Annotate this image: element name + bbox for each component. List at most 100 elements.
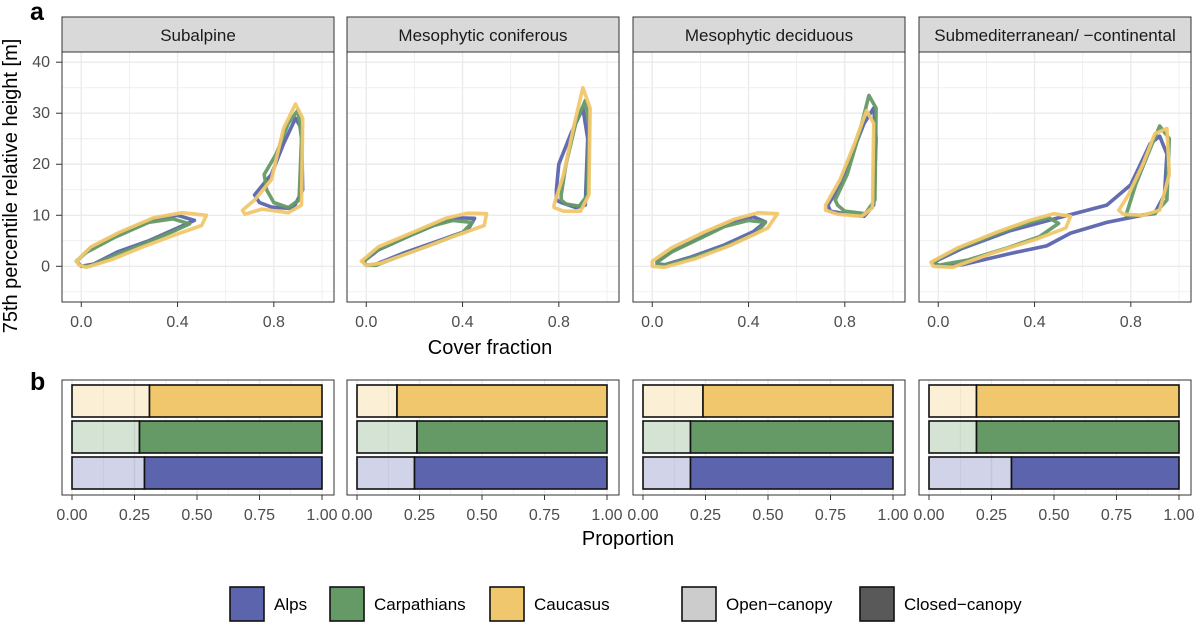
x-tick-label: 0.75 [815, 507, 846, 524]
x-tick-label: 0.50 [466, 507, 497, 524]
panel-a: 75th percentile relative height [m] 0 10 20… [0, 16, 1192, 359]
bar-open-alps [928, 456, 1013, 490]
x-tick-label: 0.4 [737, 314, 759, 331]
bar-open-caucasus [71, 384, 151, 418]
contour-caucasus-2 [552, 85, 592, 213]
x-tick-label: 0.25 [119, 507, 150, 524]
x-tick-label: 0.8 [834, 314, 856, 331]
facet-strip [632, 16, 906, 53]
x-tick-label: 0.0 [70, 314, 92, 331]
facet-title: Submediterranean/ −continental [934, 26, 1175, 45]
x-tick-label: 0.75 [244, 507, 275, 524]
plot-border [918, 51, 1192, 303]
facet-strip [61, 16, 335, 53]
bar-closed-alps [1010, 456, 1180, 490]
contour-caucasus-1 [650, 210, 780, 270]
x-tick-label: 0.00 [341, 507, 372, 524]
facet-b-mesophytic-coniferous: 0.00 0.25 0.50 0.75 1.00 [341, 379, 623, 524]
facet-title: Mesophytic deciduous [685, 26, 853, 45]
bar-open-alps [642, 456, 692, 490]
bar-open-caucasus [642, 384, 704, 418]
contour-carpathians-1 [655, 218, 768, 268]
y-axis-title: 75th percentile relative height [m] [0, 39, 22, 334]
x-tick-label: 0.50 [1038, 507, 1069, 524]
bar-closed-caucasus [148, 384, 323, 418]
plot-border [632, 379, 906, 496]
facet-title: Subalpine [160, 26, 236, 45]
legend-label-alps: Alps [274, 595, 307, 614]
x-tick-label: 0.00 [56, 507, 87, 524]
legend-label-canopy-1: Open−canopy [726, 595, 833, 614]
x-tick-label: 0.00 [627, 507, 658, 524]
legend-key-carpathians [329, 586, 365, 622]
plot-background [347, 52, 619, 302]
plot-border [632, 51, 906, 303]
bar-open-carpathians [71, 420, 141, 454]
facet-a-submediterranean-continental: Submediterranean/ −continental 0.0 0.4 0.8 [918, 16, 1192, 331]
x-tick-label: 0.0 [641, 314, 663, 331]
legend-key-canopy-1 [681, 586, 717, 622]
plot-border [61, 379, 335, 496]
bar-closed-caucasus [975, 384, 1180, 418]
facet-a-mesophytic-coniferous: Mesophytic coniferous 0.0 0.4 0.8 [346, 16, 620, 331]
bar-open-caucasus [928, 384, 978, 418]
bar-closed-caucasus [396, 384, 608, 418]
panel-label-a: a [30, 0, 45, 26]
y-tick-label: 30 [32, 105, 50, 122]
legend: Alps Carpathians Caucasus Open−canopy Closed… [229, 586, 1022, 622]
x-tick-label: 0.75 [1101, 507, 1132, 524]
contour-caucasus-2 [1117, 126, 1172, 218]
contour-carpathians-2 [833, 93, 878, 216]
legend-label-canopy-2: Closed−canopy [904, 595, 1022, 614]
bar-closed-carpathians [138, 420, 323, 454]
x-tick-label: 0.8 [1120, 314, 1142, 331]
y-tick-label: 0 [41, 258, 50, 275]
x-tick-label: 0.8 [263, 314, 285, 331]
x-tick-label: 0.25 [404, 507, 435, 524]
bar-closed-alps [413, 456, 608, 490]
x-tick-label: 0.4 [451, 314, 473, 331]
x-tick-label: 0.25 [690, 507, 721, 524]
facet-b-mesophytic-deciduous: 0.00 0.25 0.50 0.75 1.00 [627, 379, 909, 524]
facet-b-subalpine: 0.00 0.25 0.50 0.75 1.00 [56, 379, 338, 524]
contour-caucasus-1 [929, 211, 1073, 270]
panel-label-b: b [30, 368, 45, 396]
x-tick-label: 1.00 [306, 507, 337, 524]
contour-caucasus-2 [240, 102, 305, 216]
plot-border [346, 51, 620, 303]
x-tick-label: 1.00 [1163, 507, 1194, 524]
x-tick-label: 1.00 [877, 507, 908, 524]
bar-open-carpathians [642, 420, 692, 454]
bar-open-alps [71, 456, 146, 490]
legend-key-canopy-2 [859, 586, 895, 622]
x-axis-title: Cover fraction [428, 337, 553, 359]
x-tick-label: 0.0 [355, 314, 377, 331]
bar-open-carpathians [356, 420, 418, 454]
panel-b: 0.00 0.25 0.50 0.75 1.00 0.00 0.25 0.50 0.75 1.00… [56, 379, 1195, 550]
x-tick-label: 0.4 [1023, 314, 1045, 331]
x-tick-label: 0.50 [181, 507, 212, 524]
x-tick-label: 0.50 [752, 507, 783, 524]
bar-closed-alps [689, 456, 894, 490]
x-tick-label: 0.00 [913, 507, 944, 524]
plot-border [346, 379, 620, 496]
bar-open-caucasus [356, 384, 398, 418]
facet-b-submediterranean-continental: 0.00 0.25 0.50 0.75 1.00 [913, 379, 1195, 524]
bar-closed-carpathians [416, 420, 608, 454]
y-tick-label: 10 [32, 207, 50, 224]
x-tick-label: 0.4 [166, 314, 188, 331]
legend-key-alps [229, 586, 265, 622]
legend-label-carpathians: Carpathians [374, 595, 466, 614]
contour-caucasus-1 [359, 211, 489, 268]
x-tick-label: 0.75 [529, 507, 560, 524]
bar-open-carpathians [928, 420, 978, 454]
plot-border [918, 379, 1192, 496]
x-tick-label: 1.00 [591, 507, 622, 524]
facet-a-subalpine: Subalpine 0.0 0.4 0.8 [61, 16, 335, 331]
contour-caucasus-2 [823, 108, 876, 219]
facet-a-mesophytic-deciduous: Mesophytic deciduous 0.0 0.4 0.8 [632, 16, 906, 331]
x-tick-label: 0.8 [548, 314, 570, 331]
contour-caucasus-1 [74, 210, 209, 270]
y-tick-label: 20 [32, 156, 50, 173]
